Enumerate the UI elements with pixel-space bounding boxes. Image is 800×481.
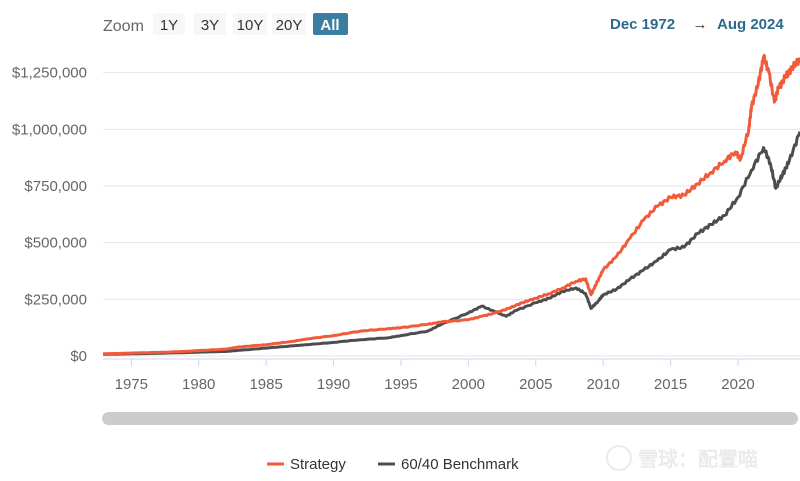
y-tick-label: $1,250,000: [12, 65, 87, 82]
x-tick-label: 2020: [721, 376, 754, 393]
x-tick-label: 1990: [317, 376, 350, 393]
y-tick-label: $750,000: [24, 178, 87, 195]
y-grid: [103, 72, 800, 357]
range-button-20y-label: 20Y: [276, 17, 303, 34]
zoom-label: Zoom: [103, 18, 144, 35]
x-tick-label: 1995: [384, 376, 417, 393]
x-tick-label: 2005: [519, 376, 552, 393]
y-tick-label: $0: [70, 348, 87, 365]
date-range-from[interactable]: Dec 1972: [610, 16, 675, 33]
legend-item-benchmark[interactable]: 60/40 Benchmark: [378, 456, 519, 473]
x-tick-label: 1985: [249, 376, 282, 393]
legend-item-strategy[interactable]: Strategy: [267, 456, 346, 473]
range-button-1y-label: 1Y: [160, 17, 178, 34]
range-button-1y-bg: [153, 13, 185, 35]
y-tick-label: $1,000,000: [12, 121, 87, 138]
x-axis-labels: 1975 1980 1985 1990 1995 2000 2005 2010 2015 2020: [115, 376, 755, 393]
range-button-10y-label: 10Y: [237, 17, 264, 34]
range-button-all-bg: [313, 13, 348, 35]
range-button-all[interactable]: All: [313, 13, 348, 35]
range-button-3y[interactable]: 3Y: [194, 13, 226, 35]
range-button-1y[interactable]: 1Y: [153, 13, 185, 35]
range-button-20y[interactable]: 20Y: [272, 13, 306, 35]
x-tick-label: 2000: [452, 376, 485, 393]
range-button-all-label: All: [320, 17, 339, 34]
range-button-3y-label: 3Y: [201, 17, 219, 34]
range-button-10y[interactable]: 10Y: [233, 13, 267, 35]
y-tick-label: $250,000: [24, 291, 87, 308]
navigator-scrollbar[interactable]: [102, 412, 798, 425]
range-button-20y-bg: [272, 13, 306, 35]
x-tick-label: 1980: [182, 376, 215, 393]
y-axis-labels: $0 $250,000 $500,000 $750,000 $1,000,000 $1,2…: [12, 65, 87, 365]
range-button-3y-bg: [194, 13, 226, 35]
range-buttons: 1Y 3Y 10Y 20Y All: [153, 13, 348, 35]
date-range-to[interactable]: Aug 2024: [717, 16, 784, 33]
series-line-benchmark[interactable]: [103, 131, 800, 356]
watermark-text: 雪球：配置喵: [638, 448, 758, 471]
series-lines: [103, 53, 800, 356]
x-tick-label: 2010: [586, 376, 619, 393]
date-range-arrow: →: [693, 16, 708, 33]
x-tick-label: 2015: [654, 376, 687, 393]
x-axis-ticks: [130, 359, 739, 366]
range-button-10y-bg: [233, 13, 267, 35]
date-range: Dec 1972 → Aug 2024: [610, 16, 784, 33]
x-tick-label: 1975: [115, 376, 148, 393]
series-line-strategy[interactable]: [103, 53, 800, 356]
legend-label-strategy: Strategy: [290, 456, 346, 473]
y-tick-label: $500,000: [24, 235, 87, 252]
watermark: 雪球：配置喵: [606, 445, 758, 471]
legend-label-benchmark: 60/40 Benchmark: [401, 456, 519, 473]
legend: Strategy 60/40 Benchmark: [267, 456, 519, 473]
watermark-logo-icon: [606, 445, 632, 471]
